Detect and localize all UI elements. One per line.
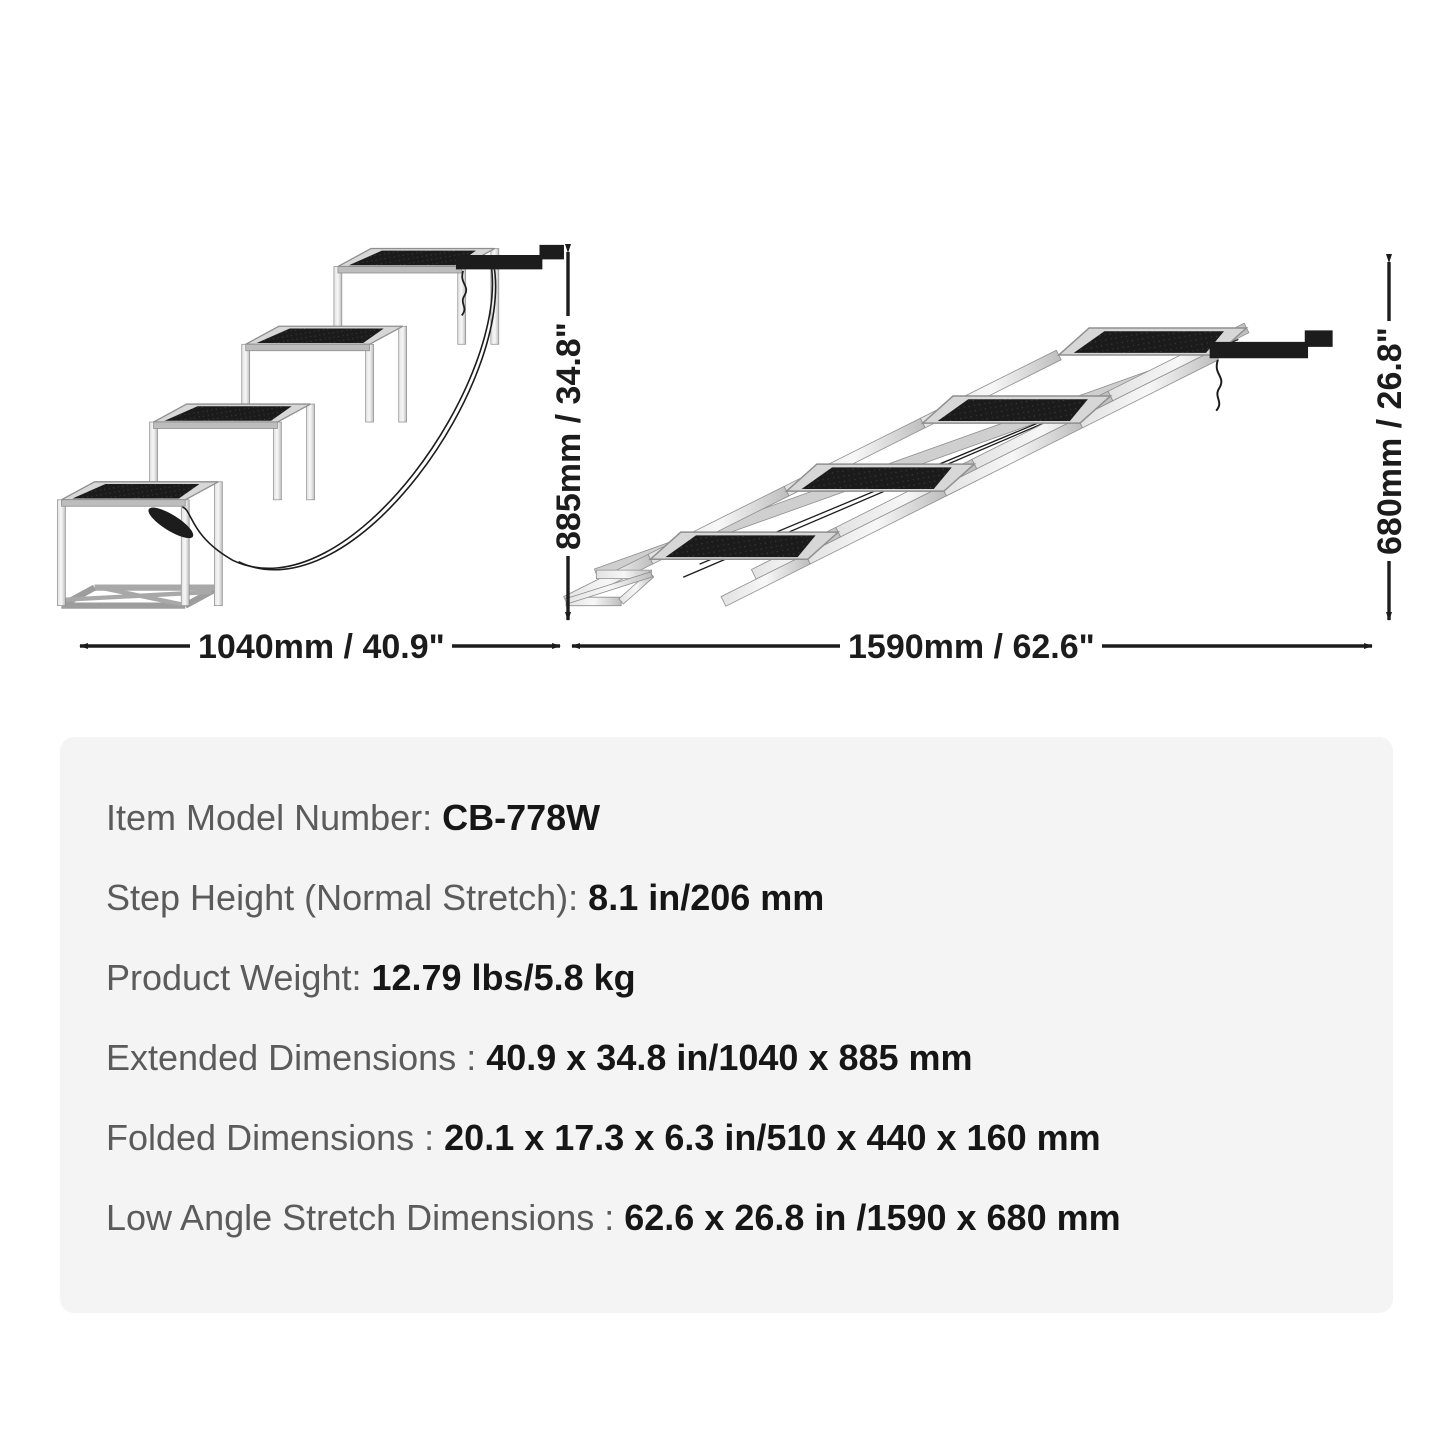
svg-text:1040mm / 40.9": 1040mm / 40.9" xyxy=(198,628,445,666)
svg-text:680mm / 26.8": 680mm / 26.8" xyxy=(1371,327,1409,555)
svg-text:885mm / 34.8": 885mm / 34.8" xyxy=(550,322,588,550)
svg-text:1590mm / 62.6": 1590mm / 62.6" xyxy=(848,628,1095,666)
